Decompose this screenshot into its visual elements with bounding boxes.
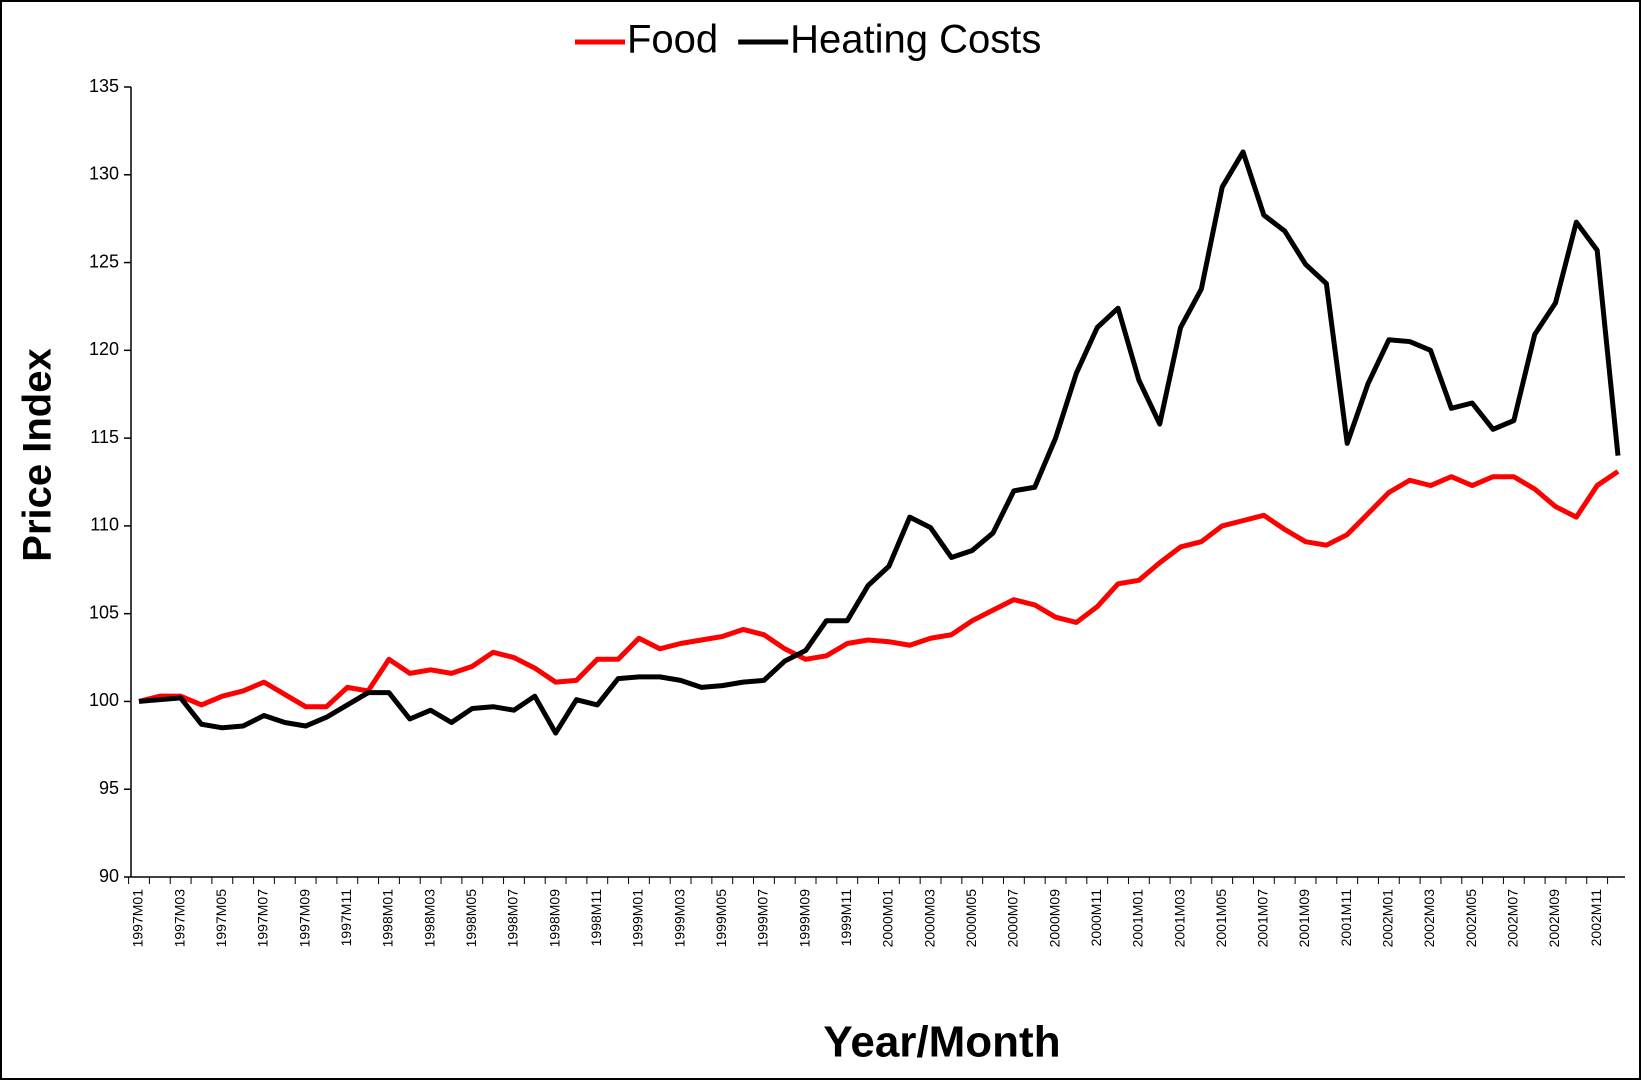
x-tick-label: 1997M01 [130, 889, 146, 948]
x-tick-label: 2000M03 [921, 889, 937, 948]
x-tick-label: 1998M11 [588, 889, 604, 947]
x-tick-label: 2001M03 [1171, 889, 1187, 948]
x-tick-label: 2000M05 [963, 889, 979, 948]
x-tick-label: 1997M03 [171, 889, 187, 948]
x-tick-label: 1998M01 [380, 889, 396, 948]
legend-label: Food [627, 18, 718, 62]
x-tick-label: 1998M05 [463, 889, 479, 948]
x-tick-label: 2001M11 [1338, 889, 1354, 947]
y-tick-label: 105 [89, 602, 119, 622]
x-tick-label: 2002M01 [1380, 889, 1396, 948]
y-tick-label: 90 [99, 866, 119, 886]
y-tick-label: 120 [89, 339, 119, 359]
x-tick-label: 1998M09 [546, 889, 562, 948]
legend-label: Heating Costs [790, 18, 1041, 62]
x-tick-label: 2001M07 [1255, 889, 1271, 948]
x-tick-label: 1997M09 [296, 889, 312, 948]
x-tick-label: 1997M07 [255, 889, 271, 948]
y-tick-label: 135 [89, 76, 119, 96]
x-tick-label: 1999M01 [630, 889, 646, 948]
x-tick-label: 1998M07 [505, 889, 521, 948]
series-line [138, 469, 1620, 710]
x-tick-label: 2000M11 [1088, 889, 1104, 947]
x-tick-label: 2002M05 [1463, 889, 1479, 948]
x-tick-label: 2000M09 [1046, 889, 1062, 948]
x-tick-label: 1997M05 [213, 889, 229, 948]
x-tick-label: 2000M01 [880, 889, 896, 948]
x-tick-label: 1998M03 [421, 889, 437, 948]
y-tick-label: 95 [99, 778, 119, 798]
x-tick-label: 2001M05 [1213, 889, 1229, 948]
x-tick-label: 2000M07 [1005, 889, 1021, 948]
x-tick-label: 2002M09 [1546, 889, 1562, 948]
x-tick-label: 1999M09 [796, 889, 812, 948]
x-tick-label: 2002M11 [1588, 889, 1604, 947]
x-tick-label: 2002M03 [1421, 889, 1437, 948]
x-tick-label: 1999M05 [713, 889, 729, 948]
x-tick-label: 1997M11 [338, 889, 354, 947]
y-axis-title: Price Index [16, 348, 60, 561]
x-tick-label: 2001M09 [1296, 889, 1312, 948]
y-tick-label: 125 [89, 251, 119, 271]
y-tick-label: 115 [90, 427, 119, 447]
x-axis-title: Year/Month [823, 1018, 1060, 1067]
x-tick-label: 2001M01 [1130, 889, 1146, 948]
series-line [138, 149, 1621, 736]
y-tick-label: 110 [90, 515, 119, 535]
y-tick-label: 100 [89, 690, 119, 710]
x-tick-label: 1999M03 [671, 889, 687, 948]
y-tick-label: 130 [89, 164, 119, 184]
x-tick-label: 1999M11 [838, 889, 854, 947]
x-tick-label: 1999M07 [755, 889, 771, 948]
x-tick-label: 2002M07 [1505, 889, 1521, 948]
